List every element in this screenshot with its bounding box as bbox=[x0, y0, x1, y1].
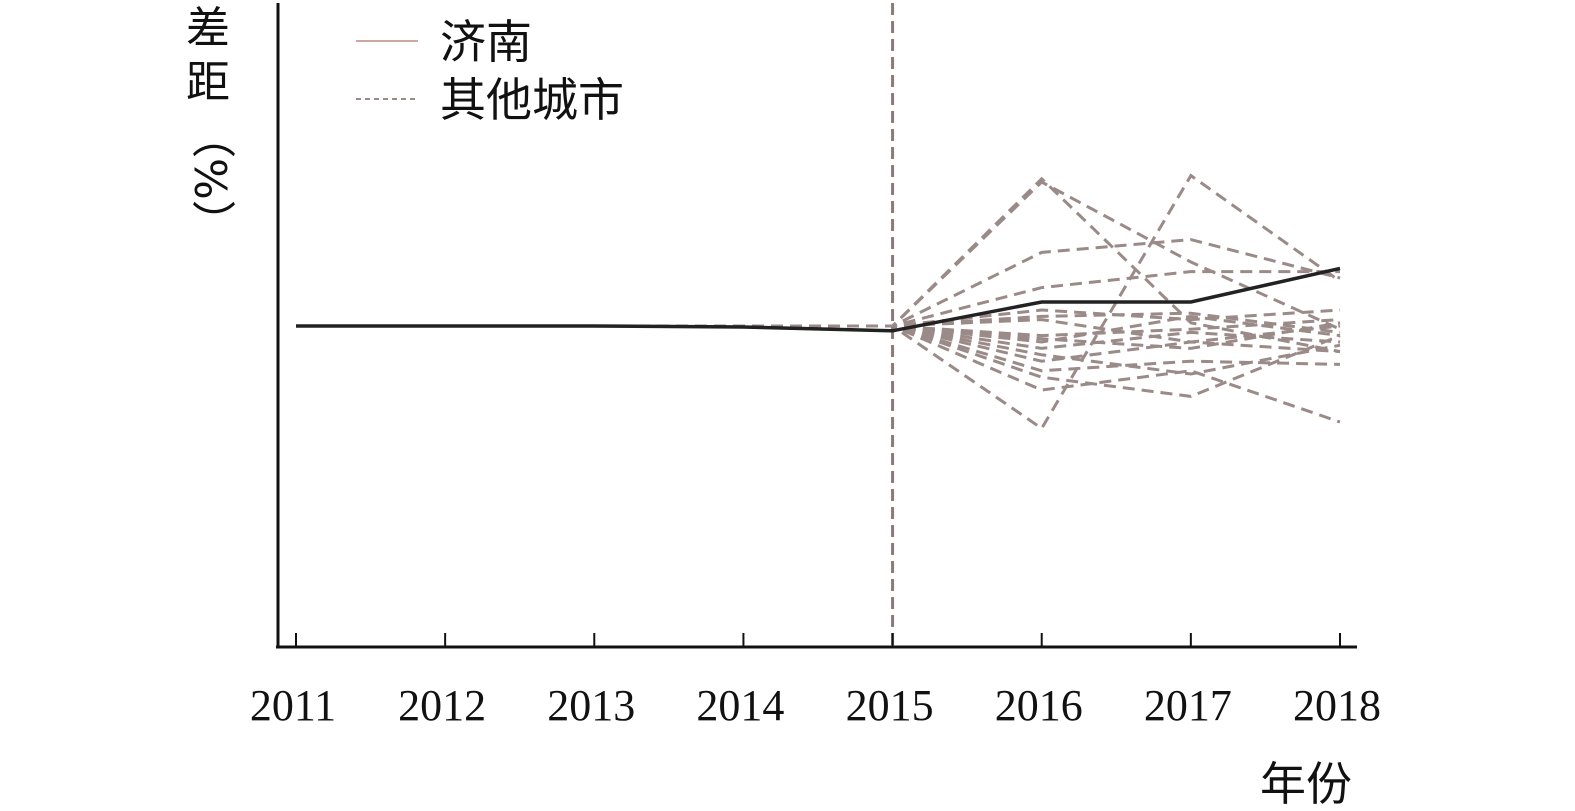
other-city-line bbox=[296, 324, 1341, 424]
other-city-line bbox=[296, 238, 1341, 328]
legend-others-label: 其他城市 bbox=[440, 73, 624, 127]
x-tick-label: 2018 bbox=[1293, 681, 1381, 730]
other-city-line bbox=[296, 308, 1341, 328]
jinan-line-group bbox=[296, 266, 1341, 333]
other-city-line bbox=[296, 270, 1340, 328]
y-axis-label-unit: （%） bbox=[184, 114, 235, 244]
jinan-line bbox=[296, 266, 1341, 333]
x-axis-label: 年份 bbox=[1260, 757, 1352, 811]
other-city-line bbox=[296, 180, 1341, 331]
x-tick-label: 2012 bbox=[398, 681, 486, 730]
x-tick-label: 2017 bbox=[1144, 681, 1232, 730]
x-tick-label: 2015 bbox=[846, 681, 934, 730]
y-axis-label-char-1: 差 bbox=[186, 3, 230, 54]
x-tick-label: 2016 bbox=[995, 681, 1083, 730]
other-city-line bbox=[296, 324, 1341, 363]
x-tick-label: 2011 bbox=[250, 681, 336, 730]
x-tick-label: 2013 bbox=[547, 681, 635, 730]
y-axis-label-char-2: 距 bbox=[186, 57, 230, 108]
x-ticks: 2011 2012 2013 2014 2015 2016 2017 2018 bbox=[250, 633, 1381, 730]
other-city-line bbox=[296, 324, 1341, 373]
other-city-line bbox=[296, 318, 1341, 344]
y-axis-label: 差 距 （%） bbox=[182, 2, 235, 244]
legend-jinan-label: 济南 bbox=[440, 15, 532, 69]
legend: 济南 其他城市 bbox=[356, 15, 624, 127]
other-city-line bbox=[296, 324, 1341, 376]
x-tick-label: 2014 bbox=[696, 681, 784, 730]
